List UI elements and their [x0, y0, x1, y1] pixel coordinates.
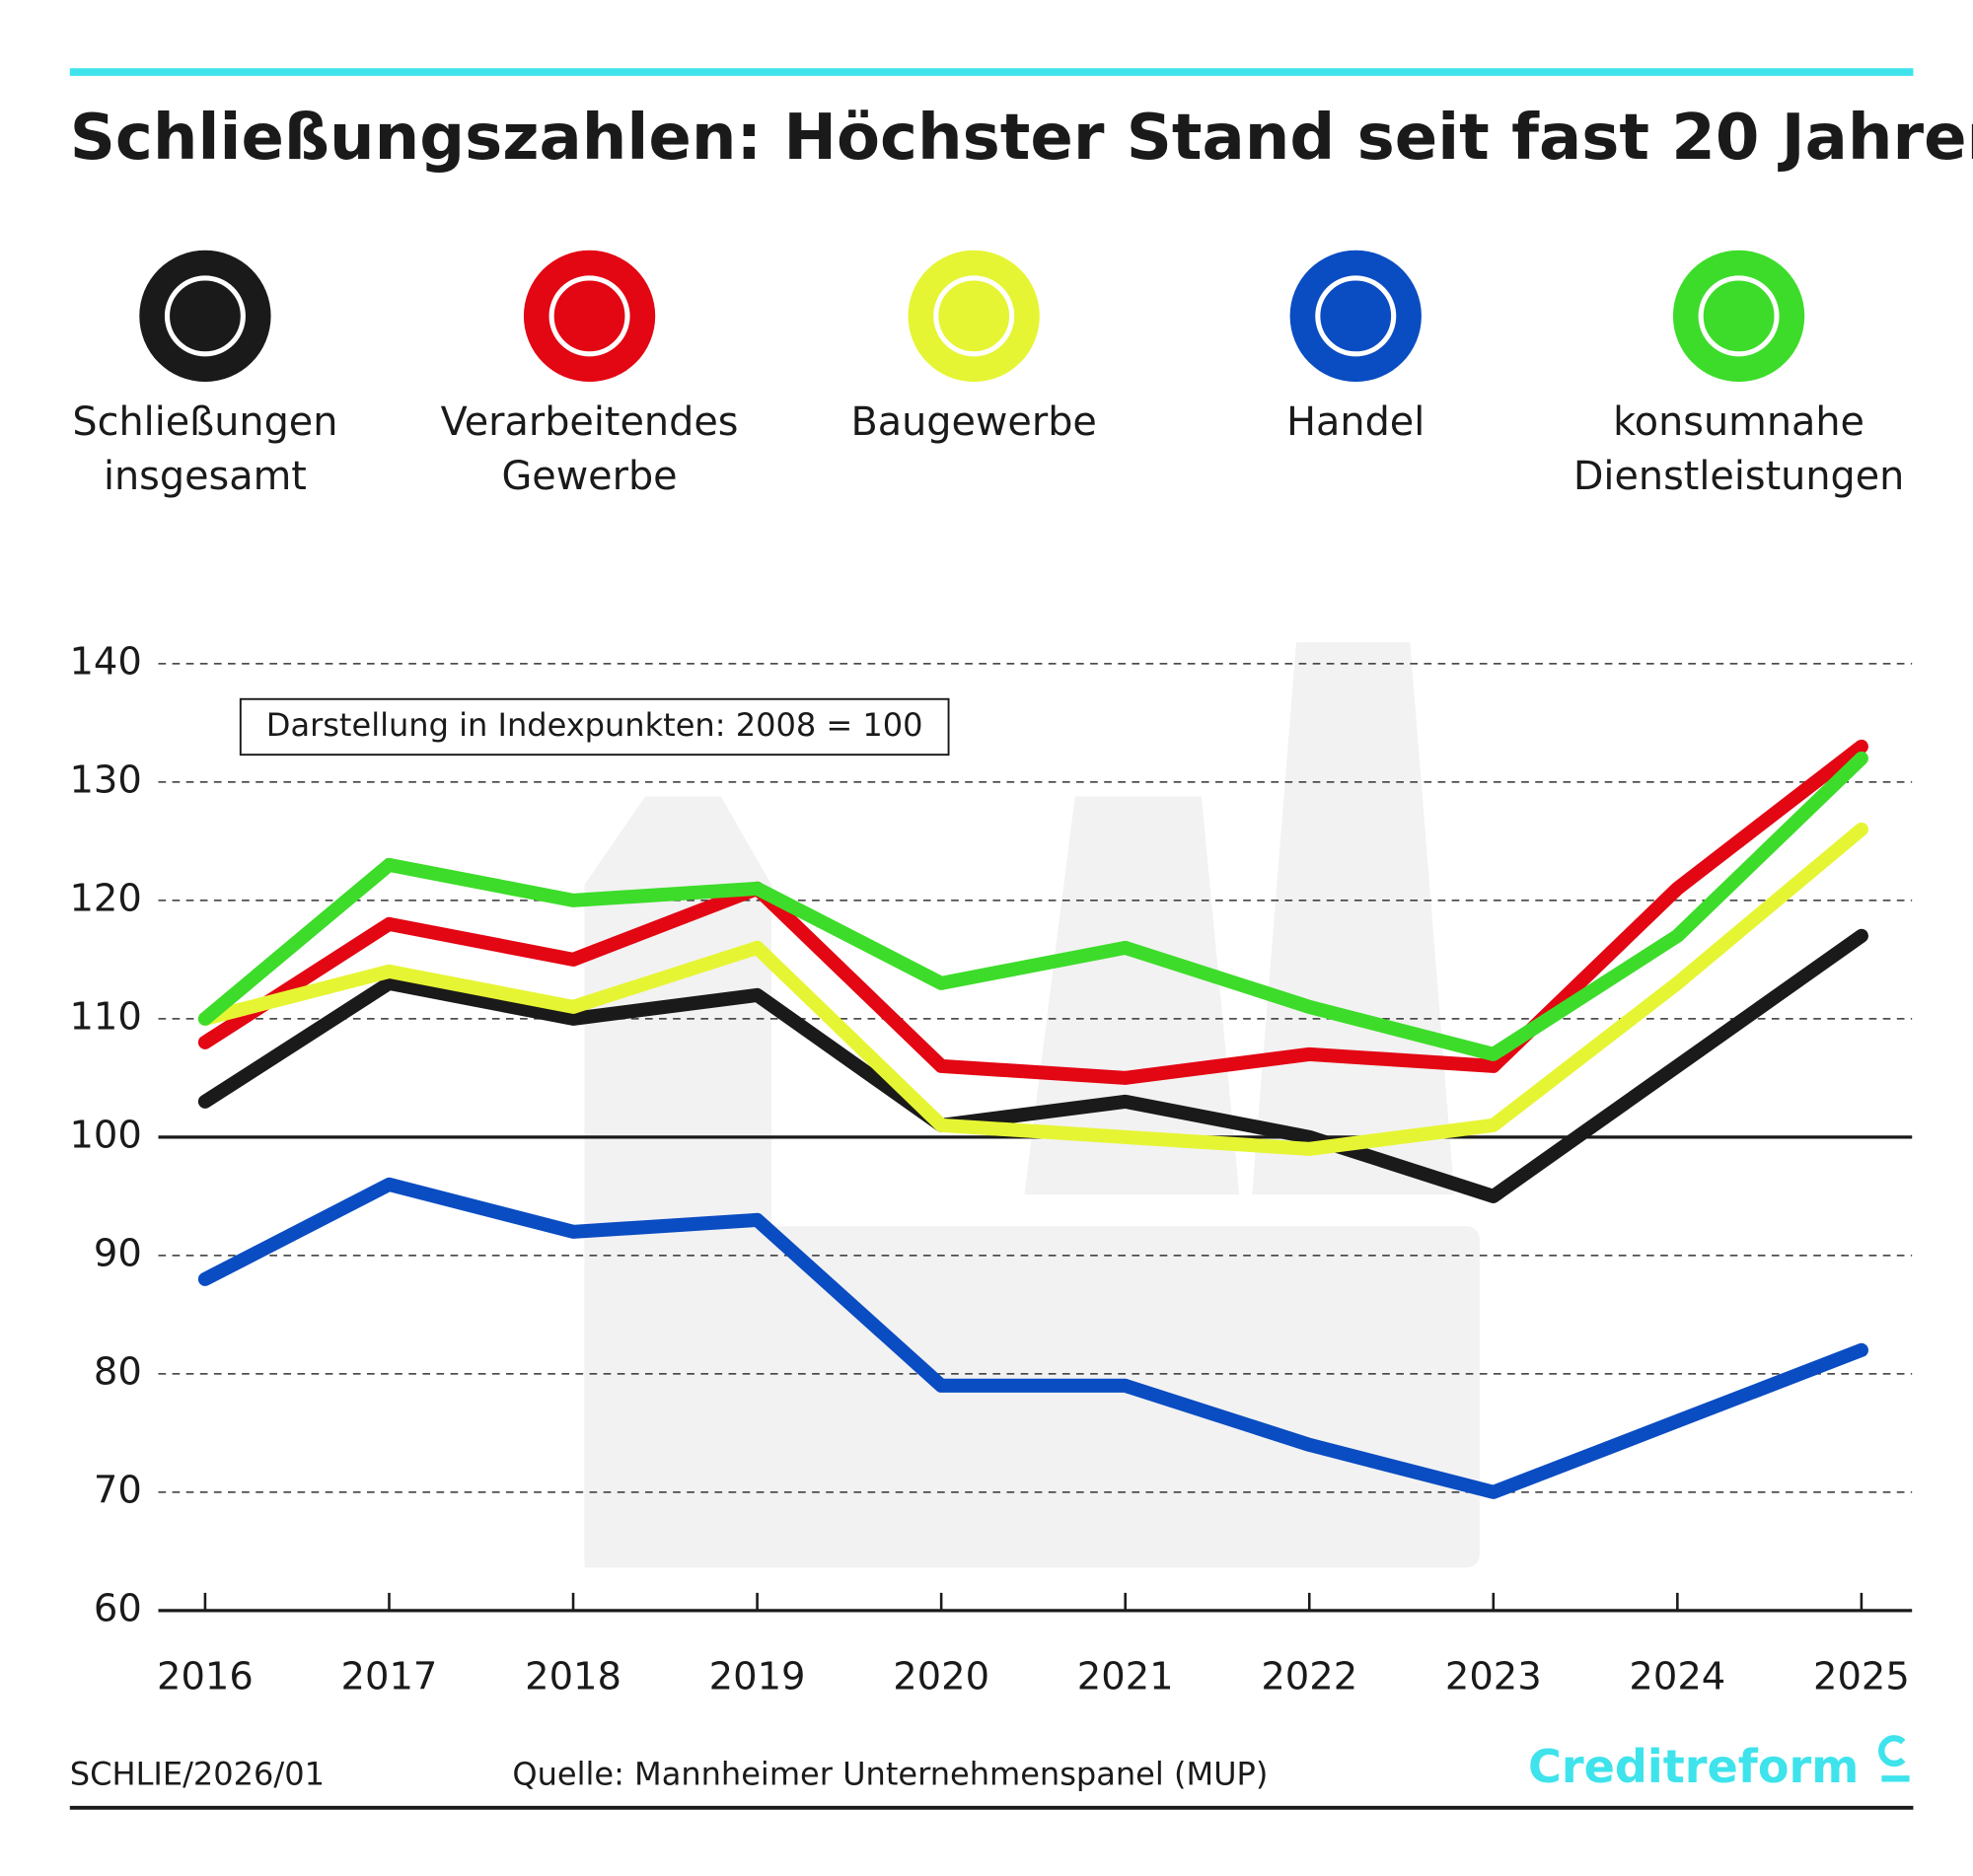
- legend-label: Baugewerbe: [850, 399, 1097, 446]
- series-line: [197, 928, 1868, 1203]
- legend-label-box: Schließungen insgesamt: [72, 399, 338, 500]
- y-tick-label: 140: [69, 639, 141, 684]
- x-tick-label: 2018: [525, 1655, 621, 1699]
- legend-label: konsumnahe Dienstleistungen: [1572, 399, 1905, 500]
- legend-icon: [139, 250, 271, 383]
- x-tick-label: 2023: [1445, 1655, 1542, 1699]
- x-tick-label: 2019: [709, 1655, 806, 1699]
- x-tick-label: 2016: [157, 1655, 254, 1699]
- y-tick-label: 80: [94, 1349, 142, 1394]
- legend-icon-detail: [933, 275, 1015, 357]
- series-line: [197, 751, 1868, 1061]
- legend-icon: [908, 250, 1040, 383]
- legend-label-box: konsumnahe Dienstleistungen: [1572, 399, 1905, 500]
- legend-icon: [1672, 250, 1805, 383]
- brand: Creditreform: [1528, 1740, 1859, 1793]
- series-line: [197, 739, 1868, 1085]
- y-tick-label: 60: [94, 1586, 142, 1630]
- y-tick-label: 90: [94, 1231, 142, 1275]
- legend-label: Verarbeitendes Gewerbe: [440, 399, 739, 500]
- legend-icon-detail: [164, 275, 246, 357]
- legend-label-box: Handel: [1286, 399, 1425, 446]
- legend-icon-detail: [548, 275, 630, 357]
- legend-label: Handel: [1286, 399, 1425, 446]
- legend-label: Schließungen insgesamt: [72, 399, 338, 500]
- y-tick-label: 120: [69, 876, 141, 920]
- x-tick-label: 2020: [893, 1655, 989, 1699]
- y-tick-label: 70: [94, 1468, 142, 1512]
- brand-logo: [1878, 1735, 1910, 1782]
- legend-icon: [1289, 250, 1422, 383]
- x-tick-label: 2025: [1813, 1655, 1910, 1699]
- x-tick-label: 2024: [1629, 1655, 1725, 1699]
- legend-icon-detail: [1698, 275, 1780, 357]
- x-tick-label: 2022: [1261, 1655, 1357, 1699]
- x-tick-label: 2021: [1077, 1655, 1174, 1699]
- legend-label-box: Verarbeitendes Gewerbe: [440, 399, 739, 500]
- top-rule: [69, 68, 1914, 76]
- legend-icon: [523, 250, 656, 383]
- series-line: [197, 822, 1868, 1156]
- chart-title: Schließungszahlen: Höchster Stand seit f…: [70, 102, 1973, 175]
- watermark: [584, 642, 1480, 1568]
- annotation-box: [239, 697, 950, 757]
- source: Quelle: Mannheimer Unternehmenspanel (MU…: [512, 1756, 1268, 1793]
- footer-id: SCHLIE/2026/01: [70, 1756, 325, 1793]
- annotation: Darstellung in Indexpunkten: 2008 = 100: [266, 706, 923, 744]
- x-tick-label: 2017: [341, 1655, 438, 1699]
- y-tick-label: 110: [69, 994, 141, 1039]
- y-tick-label: 130: [69, 758, 141, 802]
- legend-label-box: Baugewerbe: [850, 399, 1097, 446]
- y-tick-label: 100: [69, 1113, 141, 1157]
- series-line: [197, 1177, 1868, 1499]
- legend-icon-detail: [1315, 275, 1397, 357]
